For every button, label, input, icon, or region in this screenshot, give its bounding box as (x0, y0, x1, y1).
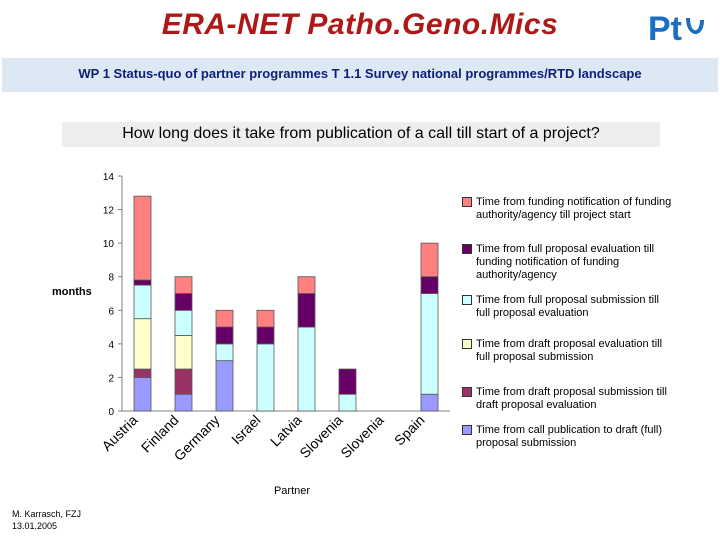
x-tick-label: Slovenia (337, 412, 386, 461)
x-tick-label: Latvia (267, 412, 305, 450)
legend-swatch (462, 197, 472, 207)
x-tick-label: Spain (391, 412, 428, 449)
page-subtitle: WP 1 Status-quo of partner programmes T … (78, 66, 642, 81)
footer-author: M. Karrasch, FZJ (12, 509, 82, 519)
bar-segment (215, 309, 234, 328)
footer-date: 13.01.2005 (12, 521, 58, 531)
y-tick-label: 2 (108, 373, 114, 384)
footer: M. Karrasch, FZJ 13.01.2005 (12, 508, 81, 532)
legend-label: Time from call publication to draft (ful… (476, 424, 663, 449)
legend-label: Time from full proposal evaluation till … (476, 243, 655, 281)
legend-swatch (462, 244, 472, 254)
bar-segment (174, 368, 193, 395)
bar-segment (420, 393, 439, 412)
bar-segment (215, 326, 234, 345)
x-tick-label: Slovenia (296, 412, 345, 461)
bar-segment (174, 293, 193, 311)
bar-segment (338, 393, 357, 412)
bar-segment (256, 326, 275, 345)
bar-segment (133, 377, 152, 412)
y-tick-label: 12 (103, 206, 115, 217)
legend-swatch (462, 295, 472, 305)
bar-segment (174, 335, 193, 370)
bar-segment (297, 276, 316, 294)
legend-label: Time from draft proposal evaluation till… (476, 338, 663, 363)
legend-swatch (462, 425, 472, 435)
bar-segment (420, 242, 439, 278)
legend-label: Time from full proposal submission till … (476, 294, 659, 319)
subtitle-banner (2, 58, 718, 92)
bar-segment (215, 343, 234, 362)
logo-text: Pt (648, 10, 682, 48)
bar-segment (420, 293, 439, 395)
bar-segment (256, 309, 275, 328)
legend-label: Time from draft proposal submission till… (476, 386, 667, 411)
bar-segment (338, 368, 357, 395)
logo-swoosh-icon (686, 18, 704, 35)
bar-segment (133, 318, 152, 370)
x-tick-label: Israel (228, 412, 264, 448)
chart-title: How long does it take from publication o… (62, 122, 660, 147)
bar-segment (215, 360, 234, 412)
x-axis-label: Partner (273, 485, 311, 497)
page-title: ERA-NET Patho.Geno.Mics (161, 8, 559, 41)
bar-segment (133, 279, 152, 286)
bar-segment (420, 276, 439, 294)
y-tick-label: 10 (103, 239, 115, 250)
y-tick-label: 8 (108, 273, 114, 284)
y-tick-label: 14 (103, 172, 115, 183)
bar-segment (133, 368, 152, 378)
bar-segment (133, 284, 152, 320)
legend-label: Time from funding notification of fundin… (476, 196, 672, 221)
bar-segment (256, 343, 275, 412)
bar-segment (174, 393, 193, 412)
legend-swatch (462, 387, 472, 397)
y-tick-label: 4 (108, 340, 114, 351)
bar-segment (297, 326, 316, 412)
bar-segment (174, 309, 193, 336)
y-tick-label: 6 (108, 306, 114, 317)
x-tick-label: Austria (98, 412, 140, 454)
y-axis-label: months (52, 286, 92, 298)
bar-segment (174, 276, 193, 294)
legend-swatch (462, 339, 472, 349)
pt-logo: Pt (648, 10, 704, 48)
x-tick-label: Germany (171, 412, 223, 464)
bar-segment (133, 195, 152, 281)
bar-segment (297, 293, 316, 328)
y-tick-label: 0 (108, 407, 114, 418)
